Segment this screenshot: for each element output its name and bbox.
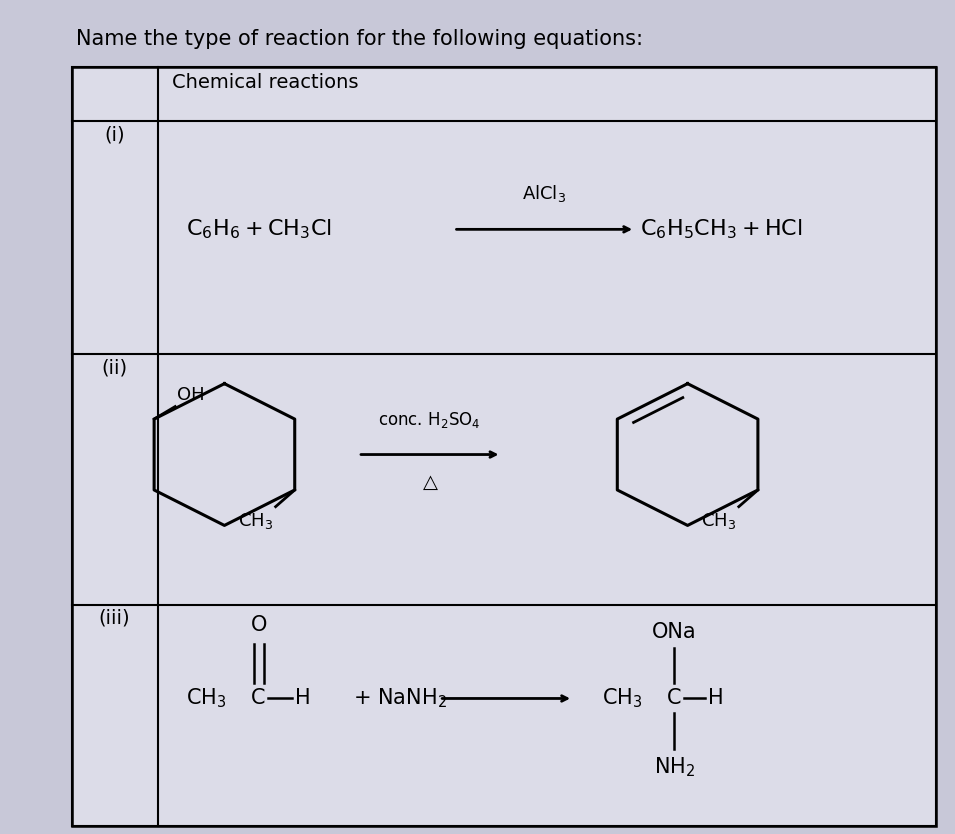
Text: OH: OH xyxy=(177,386,204,404)
Text: $\mathregular{C_6H_6 + CH_3Cl}$: $\mathregular{C_6H_6 + CH_3Cl}$ xyxy=(186,218,332,241)
Text: C: C xyxy=(667,689,681,708)
Text: (ii): (ii) xyxy=(101,359,128,378)
Text: ONa: ONa xyxy=(652,622,696,642)
Text: $+\ \mathregular{NaNH_2}$: $+\ \mathregular{NaNH_2}$ xyxy=(353,686,448,711)
Text: (iii): (iii) xyxy=(98,609,131,628)
Text: H: H xyxy=(295,689,310,708)
Text: Chemical reactions: Chemical reactions xyxy=(172,73,358,93)
Text: $\mathregular{NH_2}$: $\mathregular{NH_2}$ xyxy=(653,756,695,779)
Text: conc. $\mathregular{H_2SO_4}$: conc. $\mathregular{H_2SO_4}$ xyxy=(378,409,481,430)
Text: $\mathregular{AlCl_3}$: $\mathregular{AlCl_3}$ xyxy=(522,183,566,204)
Text: $\mathregular{CH_3}$: $\mathregular{CH_3}$ xyxy=(186,686,226,711)
Text: O: O xyxy=(250,615,267,636)
Text: C: C xyxy=(251,689,265,708)
Text: Name the type of reaction for the following equations:: Name the type of reaction for the follow… xyxy=(76,29,644,49)
Text: $\mathregular{C_6H_5CH_3 + HCl}$: $\mathregular{C_6H_5CH_3 + HCl}$ xyxy=(640,218,802,241)
Text: $\mathregular{CH_3}$: $\mathregular{CH_3}$ xyxy=(238,511,273,530)
Text: $\triangle$: $\triangle$ xyxy=(419,473,440,492)
Text: $\mathregular{CH_3}$: $\mathregular{CH_3}$ xyxy=(602,686,642,711)
Text: (i): (i) xyxy=(104,125,125,144)
Text: H: H xyxy=(708,689,723,708)
Text: $\mathregular{CH_3}$: $\mathregular{CH_3}$ xyxy=(701,511,736,530)
